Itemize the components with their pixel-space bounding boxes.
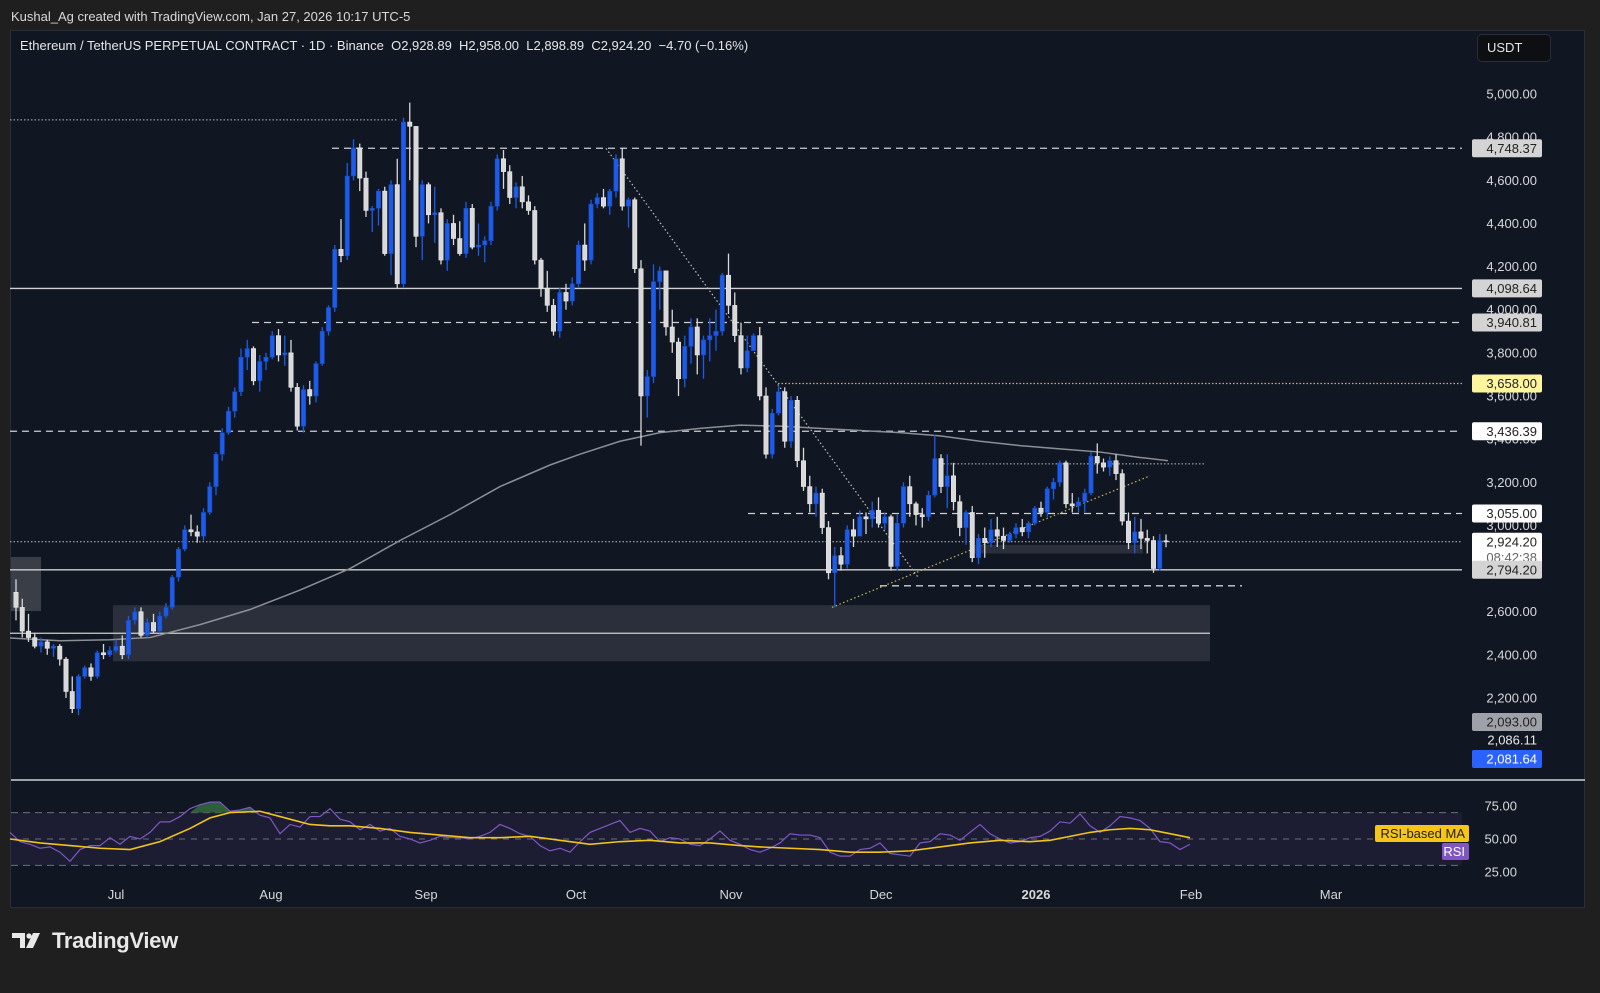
demand-zone[interactable]	[975, 544, 1143, 554]
rsi-label: RSI	[1442, 843, 1469, 860]
symbol-legend: Ethereum / TetherUS PERPETUAL CONTRACT ·…	[20, 38, 749, 53]
rsi-ma-line	[9, 810, 1191, 854]
rsi-line	[9, 801, 1191, 863]
candles	[13, 102, 1169, 716]
time-tick-label: Aug	[259, 887, 282, 902]
time-axis[interactable]: Jul Aug Sep Oct Nov Dec 2026 Feb Mar	[108, 887, 1343, 902]
time-tick-label: Mar	[1320, 887, 1343, 902]
price-label: 2,093.00	[1472, 713, 1542, 731]
rsi-tick-label: 25.00	[1484, 865, 1517, 880]
time-tick-label: 2026	[1022, 887, 1051, 902]
moving-average-line	[9, 424, 1169, 642]
currency-button[interactable]: USDT	[1477, 34, 1551, 62]
price-label: 3,436.39	[1472, 422, 1542, 441]
price-label: 3,658.00	[1472, 374, 1542, 393]
time-tick-label: Jul	[108, 887, 125, 902]
price-tick-label: 3,200.00	[1486, 475, 1537, 490]
price-label: 2,794.20	[1472, 560, 1542, 579]
time-tick-label: Feb	[1180, 887, 1202, 902]
svg-text:3,436.39: 3,436.39	[1486, 424, 1537, 439]
rsi-pane[interactable]: 75.00 50.00 25.00	[9, 799, 1517, 880]
horizontal-lines[interactable]	[10, 119, 1462, 634]
tradingview-logo[interactable]: TradingView	[12, 928, 178, 954]
price-tick-label: 2,200.00	[1486, 690, 1537, 705]
price-axis[interactable]: 5,000.004,800.004,600.004,400.004,200.00…	[1486, 87, 1537, 706]
price-label: 3,055.00	[1472, 504, 1542, 523]
time-tick-label: Sep	[414, 887, 437, 902]
svg-text:2,093.00: 2,093.00	[1486, 715, 1537, 730]
rsi-ma-label: RSI-based MA	[1375, 825, 1469, 842]
time-tick-label: Dec	[869, 887, 893, 902]
price-tick-label: 4,400.00	[1486, 216, 1537, 231]
price-label: 3,940.81	[1472, 313, 1542, 332]
svg-text:4,748.37: 4,748.37	[1486, 141, 1537, 156]
svg-text:3,658.00: 3,658.00	[1486, 376, 1537, 391]
price-tick-label: 5,000.00	[1486, 87, 1537, 102]
tradingview-logo-icon	[12, 933, 40, 948]
rsi-tick-label: 75.00	[1484, 799, 1517, 814]
chart-panel[interactable]	[10, 30, 1585, 908]
svg-text:2,794.20: 2,794.20	[1486, 562, 1537, 577]
svg-text:RSI-based MA: RSI-based MA	[1380, 826, 1465, 841]
price-tick-label: 2,400.00	[1486, 647, 1537, 662]
price-tick-label: 4,200.00	[1486, 259, 1537, 274]
svg-text:3,940.81: 3,940.81	[1486, 315, 1537, 330]
svg-text:2,924.20: 2,924.20	[1486, 534, 1537, 549]
price-tick-label: 3,800.00	[1486, 345, 1537, 360]
price-label: 4,098.64	[1472, 279, 1542, 298]
price-label: 2,081.64	[1472, 750, 1542, 768]
tradingview-brand-text: TradingView	[52, 928, 178, 953]
zones	[11, 544, 1210, 662]
price-tick-label: 4,600.00	[1486, 173, 1537, 188]
time-tick-label: Nov	[719, 887, 743, 902]
price-label: 4,748.37	[1472, 139, 1542, 158]
time-tick-label: Oct	[566, 887, 587, 902]
svg-text:2,086.11: 2,086.11	[1487, 733, 1537, 748]
svg-text:2,081.64: 2,081.64	[1486, 752, 1537, 767]
svg-text:3,055.00: 3,055.00	[1486, 506, 1537, 521]
price-label: 2,086.11	[1472, 731, 1542, 749]
price-tick-label: 2,600.00	[1486, 604, 1537, 619]
svg-text:RSI: RSI	[1443, 844, 1465, 859]
price-tick-label: 4,000.00	[1486, 302, 1537, 317]
chart-credit: Kushal_Ag created with TradingView.com, …	[11, 9, 411, 24]
rsi-tick-label: 50.00	[1484, 832, 1517, 847]
svg-text:4,098.64: 4,098.64	[1486, 281, 1537, 296]
